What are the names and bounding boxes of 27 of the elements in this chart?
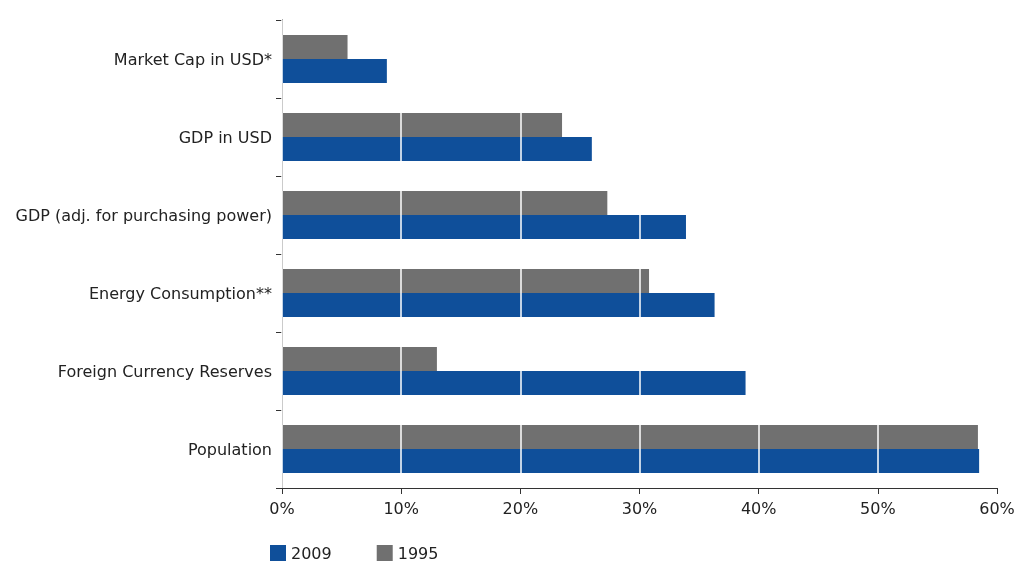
- y-tick-label: Energy Consumption**: [88, 283, 272, 303]
- x-tick-label: 60%: [979, 498, 1015, 518]
- bar: [282, 347, 437, 371]
- x-tick-label: 50%: [860, 498, 896, 518]
- legend-label: 2009: [291, 543, 332, 563]
- x-tick-label: 0%: [269, 498, 295, 518]
- bar: [282, 269, 650, 293]
- y-tick-label: Population: [187, 439, 272, 459]
- bar: [282, 137, 592, 161]
- x-tick-label: 20%: [502, 498, 539, 518]
- y-tick-label: GDP in USD: [178, 127, 272, 147]
- bar: [282, 113, 563, 137]
- bar: [282, 191, 608, 215]
- bar: [282, 59, 387, 83]
- bar: [282, 35, 348, 59]
- x-tick-label: 30%: [621, 498, 658, 518]
- y-tick-label: GDP (adj. for purchasing power): [15, 205, 272, 225]
- y-tick-label: Foreign Currency Reserves: [57, 361, 272, 381]
- bar: [282, 293, 715, 317]
- bar: [282, 215, 686, 239]
- bar: [282, 449, 980, 473]
- legend-label: 1995: [397, 543, 439, 563]
- x-tick-label: 10%: [383, 498, 419, 518]
- bar: [282, 425, 978, 449]
- x-tick-label: 40%: [740, 498, 777, 518]
- bar: [282, 371, 746, 395]
- y-tick-label: Market Cap in USD*: [113, 49, 272, 69]
